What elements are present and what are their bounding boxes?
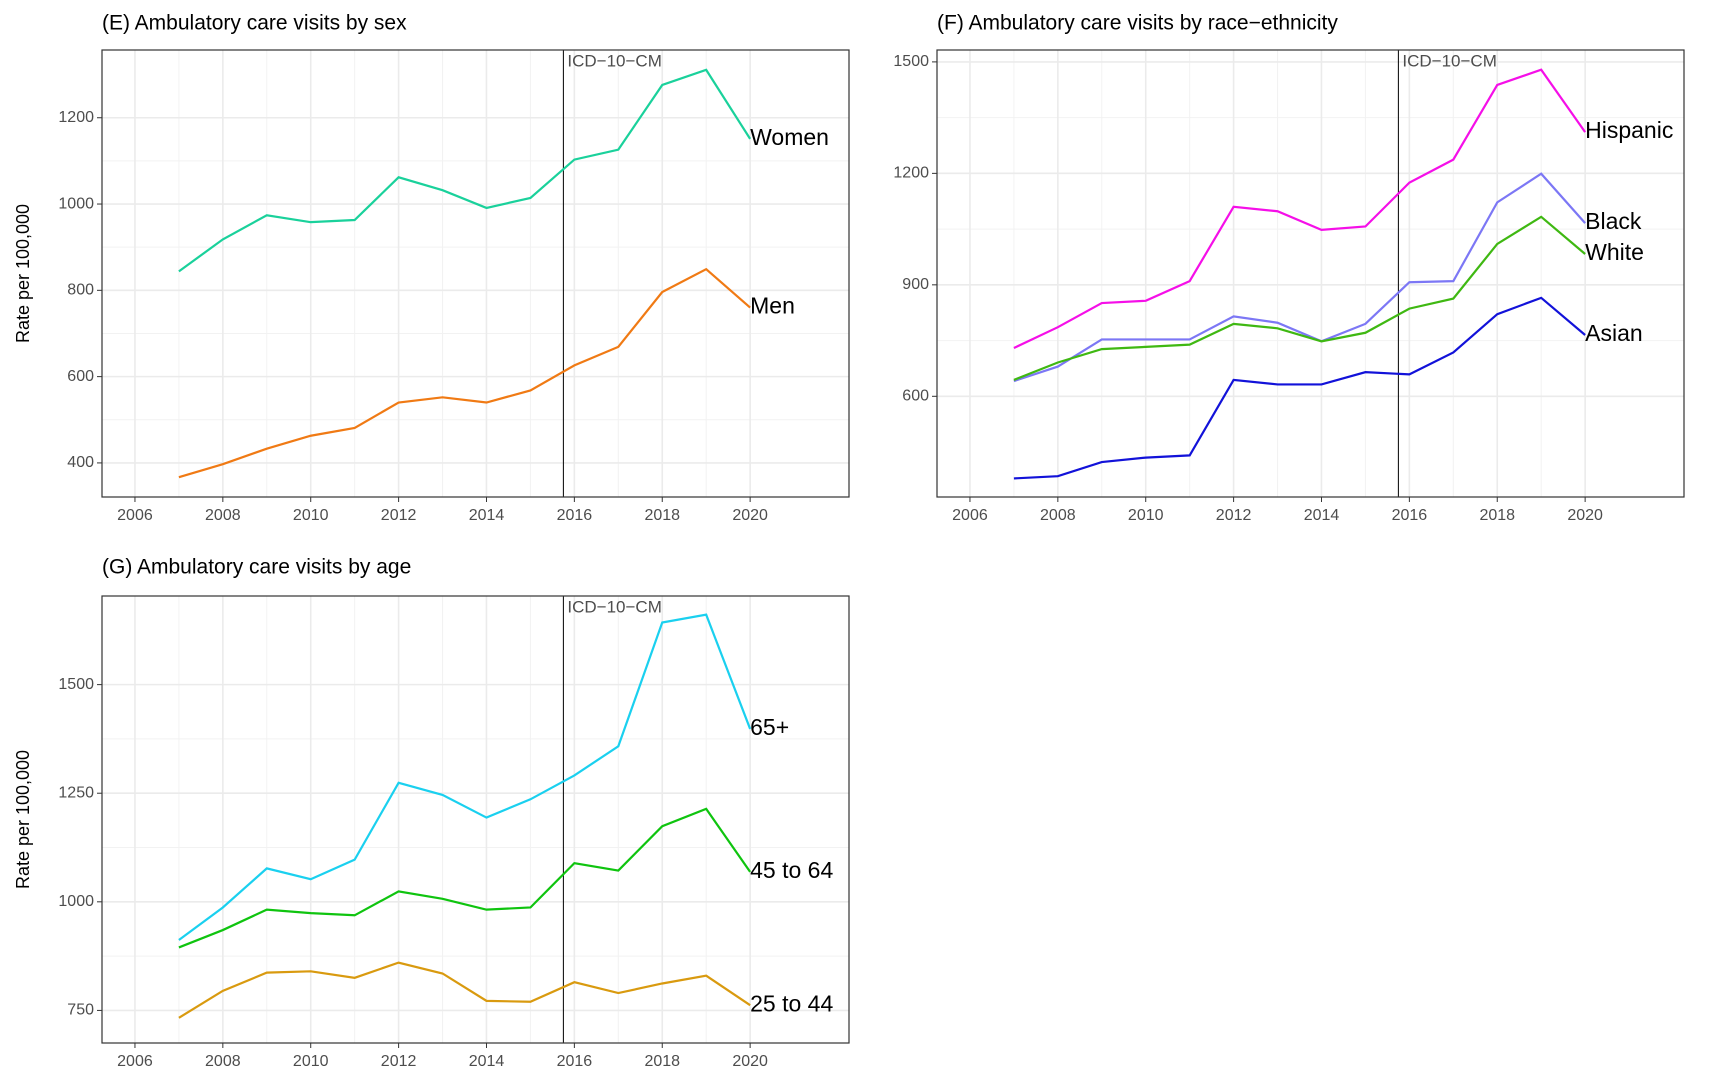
y-tick-label: 900: [902, 276, 929, 293]
x-tick-label: 2012: [381, 507, 417, 524]
series-line: [178, 68, 752, 273]
x-tick-label: 2014: [469, 507, 505, 524]
x-tick-label: 2008: [205, 1053, 241, 1070]
panel: (F) Ambulatory care visits by race−ethni…: [893, 12, 1685, 524]
x-tick-label: 2012: [1216, 507, 1252, 524]
panel: (E) Ambulatory care visits by sex Rate pe…: [13, 12, 850, 524]
panel-title: (F) Ambulatory care visits by race−ethni…: [937, 12, 1338, 35]
plot-border: [101, 595, 850, 1044]
y-tick-label: 1000: [58, 195, 94, 212]
series-line: [1013, 68, 1587, 349]
series-label: 65+: [750, 714, 789, 740]
plot-border: [101, 49, 850, 498]
series-label: Black: [1585, 208, 1642, 234]
x-tick-label: 2006: [117, 507, 153, 524]
panel-title: (E) Ambulatory care visits by sex: [102, 12, 407, 35]
series-label: Asian: [1585, 320, 1643, 346]
x-tick-label: 2016: [557, 507, 593, 524]
x-tick-label: 2018: [1479, 507, 1515, 524]
reference-label: ICD−10−CM: [1402, 51, 1496, 70]
x-tick-label: 2020: [732, 1053, 768, 1070]
plot-background: [937, 50, 1684, 497]
y-tick-label: 600: [902, 388, 929, 405]
y-tick-label: 750: [67, 1002, 94, 1019]
series-line: [178, 613, 752, 941]
y-tick-label: 1250: [58, 784, 94, 801]
plot-background: [102, 50, 849, 497]
x-tick-label: 2018: [644, 507, 680, 524]
reference-label: ICD−10−CM: [567, 597, 661, 616]
series-label: 45 to 64: [750, 857, 833, 883]
x-tick-label: 2010: [1128, 507, 1164, 524]
series-line: [178, 961, 751, 1019]
x-tick-label: 2006: [117, 1053, 153, 1070]
series-line: [178, 807, 752, 949]
series-label: Hispanic: [1585, 117, 1673, 143]
reference-label: ICD−10−CM: [567, 51, 661, 70]
panel-title: (G) Ambulatory care visits by age: [102, 556, 411, 579]
series-label: 25 to 44: [750, 990, 833, 1016]
x-tick-label: 2016: [1392, 507, 1428, 524]
series-line: [1013, 215, 1586, 381]
y-tick-label: 600: [67, 368, 94, 385]
x-tick-label: 2016: [557, 1053, 593, 1070]
x-tick-label: 2008: [205, 507, 241, 524]
y-tick-label: 400: [67, 454, 94, 471]
x-tick-label: 2008: [1040, 507, 1076, 524]
x-tick-label: 2020: [732, 507, 768, 524]
series-label: Men: [750, 293, 795, 319]
series-line: [1013, 172, 1586, 383]
x-tick-label: 2006: [952, 507, 988, 524]
y-axis-label: Rate per 100,000: [13, 750, 33, 889]
x-tick-label: 2010: [293, 1053, 329, 1070]
y-axis-label: Rate per 100,000: [13, 204, 33, 343]
x-tick-label: 2014: [1304, 507, 1340, 524]
series-label: White: [1585, 239, 1644, 265]
plot-border: [936, 49, 1685, 498]
x-tick-label: 2020: [1567, 507, 1603, 524]
y-tick-label: 1200: [58, 109, 94, 126]
series-line: [178, 267, 751, 479]
x-tick-label: 2012: [381, 1053, 417, 1070]
x-tick-label: 2014: [469, 1053, 505, 1070]
panel: (G) Ambulatory care visits by age Rate pe…: [13, 556, 850, 1070]
x-tick-label: 2010: [293, 507, 329, 524]
y-tick-label: 1000: [58, 893, 94, 910]
y-tick-label: 1200: [893, 165, 929, 182]
series-label: Women: [750, 124, 829, 150]
plot-background: [102, 596, 849, 1043]
y-tick-label: 1500: [893, 53, 929, 70]
x-tick-label: 2018: [644, 1053, 680, 1070]
y-tick-label: 800: [67, 282, 94, 299]
y-tick-label: 1500: [58, 676, 94, 693]
series-line: [1013, 296, 1586, 480]
